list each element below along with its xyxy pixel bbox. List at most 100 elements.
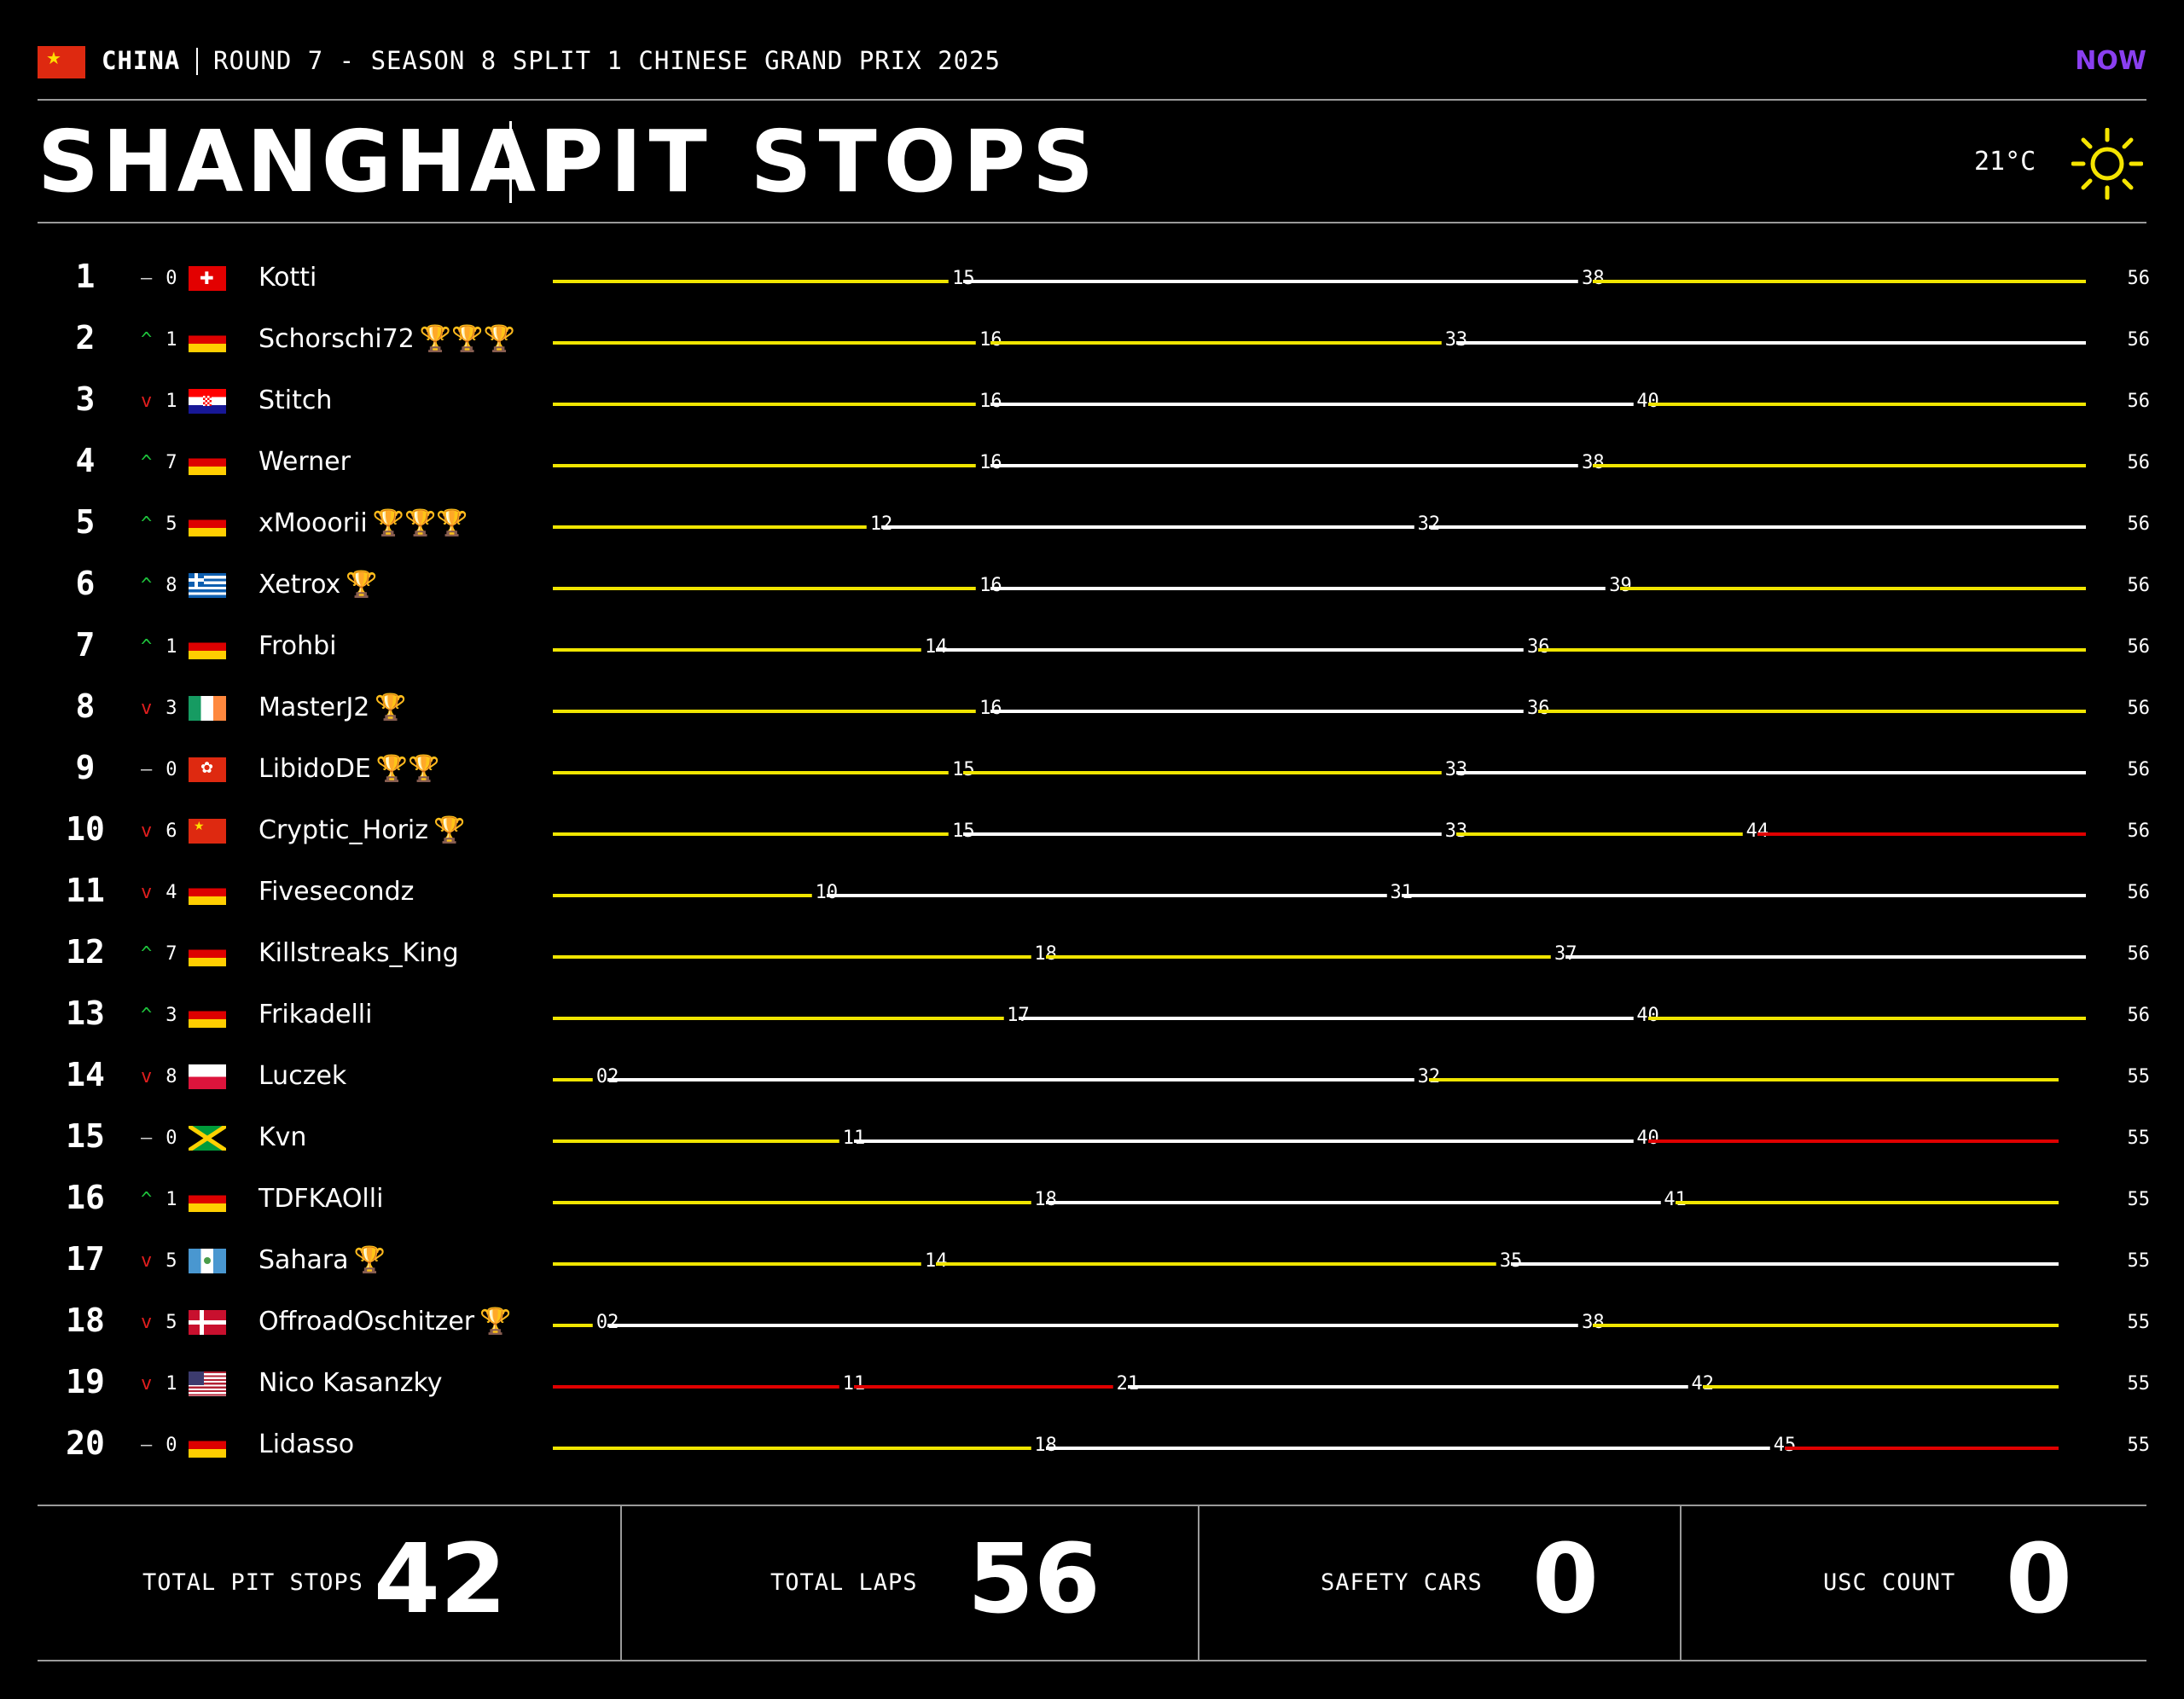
pit-lap-label: 32: [1414, 1066, 1444, 1087]
driver-name-text: Luczek: [258, 1061, 347, 1091]
stat-separator: [1198, 1505, 1199, 1660]
driver-name-text: Fivesecondz: [258, 877, 415, 907]
pit-lap-label: 32: [1414, 513, 1444, 535]
flag-icon-de: [189, 1003, 226, 1028]
arrow-up-icon: ^: [141, 452, 153, 473]
driver-name: Frikadelli: [258, 1000, 372, 1029]
top-bar: ★ CHINA ROUND 7 - SEASON 8 SPLIT 1 CHINE…: [38, 36, 2146, 87]
trophy-icon: 🏆: [346, 570, 378, 600]
position-change: – 0: [141, 268, 177, 289]
laps-completed: 55: [2127, 1373, 2151, 1395]
arrow-up-icon: ^: [141, 636, 153, 658]
laps-completed: 55: [2127, 1128, 2151, 1149]
stint-bar: [1045, 1201, 1676, 1204]
flag-icon-gt: [189, 1249, 226, 1273]
pit-lap-label: 16: [976, 329, 1006, 351]
stint-bar: [963, 832, 1456, 836]
country-label: CHINA: [102, 46, 181, 75]
pit-lap-label: 38: [1578, 1312, 1608, 1333]
driver-name: Frohbi: [258, 631, 337, 661]
pit-lap-label: 39: [1606, 575, 1635, 596]
laps-completed: 56: [2127, 329, 2151, 351]
stint-bar: [553, 771, 964, 774]
driver-name: OffroadOschitzer 🏆: [258, 1307, 511, 1337]
laps-completed: 55: [2127, 1066, 2151, 1087]
pit-lap-label: 40: [1633, 1128, 1663, 1149]
pit-lap-label: 33: [1441, 759, 1472, 780]
table-row: 2 ^ 1 Schorschi72 🏆🏆🏆 16 33 56: [0, 307, 2184, 368]
stint-bar: [553, 587, 991, 590]
stint-bar: [1455, 832, 1757, 836]
stint-bar: [1647, 403, 2086, 406]
dash-icon: –: [141, 1128, 153, 1149]
laps-completed: 55: [2127, 1312, 2151, 1333]
stat-label: USC COUNT: [1823, 1569, 1956, 1596]
stat-safety-cars: SAFETY CARS 0: [1199, 1505, 1680, 1660]
stint-bar: [553, 464, 991, 467]
driver-name: Schorschi72 🏆🏆🏆: [258, 324, 515, 354]
flag-icon-de: [189, 880, 226, 905]
table-row: 17 v 5 Sahara 🏆 14 35 55: [0, 1228, 2184, 1290]
arrow-up-icon: ^: [141, 513, 153, 535]
position-number: 12: [66, 933, 105, 971]
laps-completed: 56: [2127, 821, 2151, 842]
change-value: 3: [154, 1005, 177, 1026]
driver-name: Luczek: [258, 1061, 346, 1091]
position-number: 9: [75, 749, 96, 786]
position-number: 5: [75, 503, 96, 541]
brand-logo: NOW: [2075, 46, 2146, 76]
driver-name: Nico Kasanzky: [258, 1368, 443, 1398]
change-value: 8: [154, 1066, 177, 1087]
table-row: 6 ^ 8 Xetrox 🏆 16 39 56: [0, 553, 2184, 614]
stint-bar: [553, 894, 827, 897]
pit-lap-label: 42: [1687, 1373, 1717, 1395]
trophy-icon: 🏆🏆: [375, 754, 440, 784]
pit-lap-label: 15: [949, 821, 979, 842]
position-change: v 1: [141, 1373, 177, 1395]
sun-icon: [2071, 128, 2143, 200]
table-row: 10 v 6 ★ Cryptic_Horiz 🏆 15 33 44 56: [0, 798, 2184, 860]
pit-lap-label: 02: [592, 1066, 623, 1087]
pit-lap-label: 16: [976, 391, 1006, 412]
stat-label: SAFETY CARS: [1321, 1569, 1483, 1596]
change-value: 1: [154, 391, 177, 412]
trophy-icon: 🏆: [375, 693, 407, 722]
stats-top-divider: [38, 1505, 2146, 1506]
change-value: 0: [154, 1435, 177, 1456]
arrow-up-icon: ^: [141, 1005, 153, 1026]
stint-bar: [1455, 341, 2086, 345]
pit-lap-label: 37: [1551, 943, 1581, 965]
flag-icon-de: [189, 512, 226, 536]
table-row: 5 ^ 5 xMooorii 🏆🏆🏆 12 32 56: [0, 491, 2184, 553]
laps-completed: 56: [2127, 882, 2151, 903]
driver-name-text: Werner: [258, 447, 351, 477]
driver-name: Killstreaks_King: [258, 938, 459, 968]
dash-icon: –: [141, 759, 153, 780]
driver-name: TDFKAOlli: [258, 1184, 383, 1214]
flag-icon-hk: ✿: [189, 757, 226, 782]
position-number: 18: [66, 1302, 105, 1339]
stint-bar: [963, 280, 1594, 283]
pit-lap-label: 17: [1003, 1005, 1033, 1026]
flag-icon-de: [189, 450, 226, 475]
driver-name-text: xMooorii: [258, 508, 368, 538]
stint-bar: [607, 1078, 1429, 1081]
trophy-icon: 🏆: [479, 1307, 512, 1337]
stint-bar: [990, 464, 1594, 467]
pit-lap-label: 35: [1496, 1250, 1526, 1272]
position-number: 8: [75, 687, 96, 725]
dash-icon: –: [141, 268, 153, 289]
table-row: 9 – 0 ✿ LibidoDE 🏆🏆 15 33 56: [0, 737, 2184, 798]
arrow-down-icon: v: [141, 1250, 153, 1272]
change-value: 5: [154, 1312, 177, 1333]
driver-name: MasterJ2 🏆: [258, 693, 407, 722]
stint-bar: [853, 1139, 1648, 1143]
flag-icon-de: [189, 1433, 226, 1458]
stint-bar: [553, 710, 991, 713]
position-change: v 3: [141, 698, 177, 719]
driver-name-text: Stitch: [258, 386, 333, 415]
stint-bar: [990, 403, 1648, 406]
stint-bar: [553, 955, 1046, 959]
pit-lap-label: 18: [1031, 943, 1060, 965]
stint-bar: [853, 1385, 1128, 1389]
